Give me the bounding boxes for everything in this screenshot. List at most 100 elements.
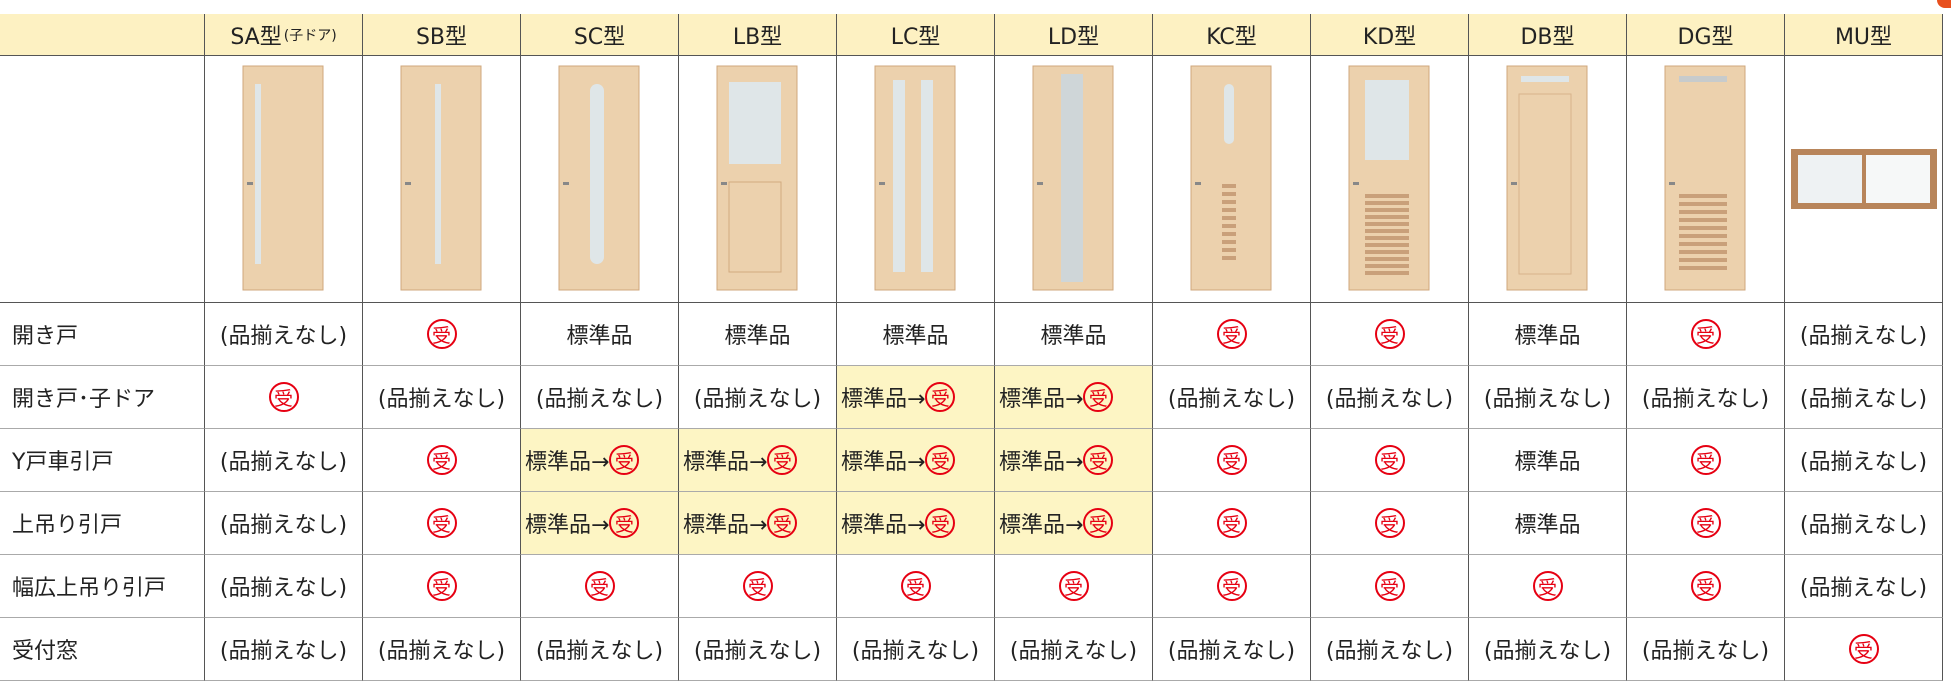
- row-label: Y戸車引戸: [0, 429, 205, 492]
- door-image-cell: [205, 56, 363, 303]
- table-cell: 受: [679, 555, 837, 618]
- cell-text: 標準品: [1514, 513, 1581, 538]
- door-image-cell: [995, 56, 1153, 303]
- cell-text: 標準品: [882, 324, 949, 349]
- table-cell: 受: [1153, 492, 1311, 555]
- table-cell: 標準品→ 受: [679, 429, 837, 492]
- door-image-cell: [1311, 56, 1469, 303]
- order-badge: 受: [1083, 382, 1114, 412]
- cell-text: (品揃えなし): [1799, 450, 1928, 475]
- table-cell: (品揃えなし): [1153, 366, 1311, 429]
- table-cell: 受: [1627, 555, 1785, 618]
- cell-text: (品揃えなし): [1799, 576, 1928, 601]
- door-illustration: [1790, 149, 1937, 209]
- row-label: 上吊り引戸: [0, 492, 205, 555]
- order-badge: 受: [426, 571, 457, 601]
- cell-text: (品揃えなし): [1483, 639, 1612, 664]
- order-badge: 受: [1690, 319, 1721, 349]
- table-cell: (品揃えなし): [363, 618, 521, 681]
- table-cell: 受: [1153, 555, 1311, 618]
- cell-text: (品揃えなし): [693, 639, 822, 664]
- door-illustration: [716, 65, 797, 291]
- column-header: LC型: [837, 14, 995, 56]
- table-cell: 受: [363, 492, 521, 555]
- table-cell: (品揃えなし): [1785, 555, 1943, 618]
- cell-text: (品揃えなし): [1641, 639, 1770, 664]
- table-cell: 標準品: [679, 303, 837, 366]
- order-badge: 受: [925, 445, 956, 475]
- cell-text: 標準品→: [841, 450, 926, 475]
- table-cell: 受: [1311, 429, 1469, 492]
- order-badge: 受: [742, 571, 773, 601]
- table-cell: 標準品: [1469, 492, 1627, 555]
- order-badge: 受: [1083, 508, 1114, 538]
- door-illustration: [1348, 65, 1429, 291]
- table-cell: 標準品→ 受: [995, 492, 1153, 555]
- table-cell: (品揃えなし): [1627, 366, 1785, 429]
- cell-text: (品揃えなし): [1799, 324, 1928, 349]
- cell-text: (品揃えなし): [1325, 639, 1454, 664]
- table-cell: (品揃えなし): [1785, 492, 1943, 555]
- table-cell: 標準品: [1469, 303, 1627, 366]
- table-cell: (品揃えなし): [995, 618, 1153, 681]
- order-badge: 受: [609, 445, 640, 475]
- column-name: MU型: [1834, 24, 1893, 50]
- door-image-cell: [521, 56, 679, 303]
- column-name: LB型: [732, 24, 783, 50]
- order-badge: 受: [1848, 634, 1879, 664]
- order-badge: 受: [767, 508, 798, 538]
- order-badge: 受: [1216, 445, 1247, 475]
- table-cell: (品揃えなし): [205, 303, 363, 366]
- cell-text: 標準品: [1514, 324, 1581, 349]
- door-illustration: [1506, 65, 1587, 291]
- order-badge: 受: [1216, 571, 1247, 601]
- table-cell: 受: [1627, 303, 1785, 366]
- cell-text: (品揃えなし): [219, 576, 348, 601]
- column-note: (子ドア): [283, 27, 337, 44]
- column-header: SC型: [521, 14, 679, 56]
- order-badge: 受: [268, 382, 299, 412]
- order-badge: 受: [1374, 445, 1405, 475]
- column-header: SB型: [363, 14, 521, 56]
- table-cell: (品揃えなし): [1311, 618, 1469, 681]
- cell-text: (品揃えなし): [377, 387, 506, 412]
- column-name: DB型: [1520, 24, 1575, 50]
- table-cell: 標準品→ 受: [995, 366, 1153, 429]
- cell-text: 標準品: [566, 324, 633, 349]
- cell-text: (品揃えなし): [1799, 387, 1928, 412]
- cell-text: (品揃えなし): [1799, 513, 1928, 538]
- table-cell: 受: [1785, 618, 1943, 681]
- table-cell: (品揃えなし): [363, 366, 521, 429]
- table-cell: 標準品: [521, 303, 679, 366]
- table-cell: (品揃えなし): [205, 429, 363, 492]
- cell-text: 標準品→: [999, 450, 1084, 475]
- table-cell: 標準品: [1469, 429, 1627, 492]
- cell-text: (品揃えなし): [535, 387, 664, 412]
- cell-text: (品揃えなし): [1167, 387, 1296, 412]
- order-badge: 受: [1058, 571, 1089, 601]
- order-badge: 受: [925, 382, 956, 412]
- column-header: DB型: [1469, 14, 1627, 56]
- table-cell: 標準品→ 受: [995, 429, 1153, 492]
- cell-text: 標準品→: [525, 513, 610, 538]
- order-badge: 受: [1083, 445, 1114, 475]
- order-badge: 受: [426, 508, 457, 538]
- table-cell: (品揃えなし): [1785, 429, 1943, 492]
- table-cell: 受: [1311, 303, 1469, 366]
- cell-text: 標準品→: [999, 387, 1084, 412]
- order-badge: 受: [1374, 571, 1405, 601]
- table-cell: 標準品→ 受: [837, 429, 995, 492]
- cell-text: (品揃えなし): [851, 639, 980, 664]
- table-cell: (品揃えなし): [205, 555, 363, 618]
- table-cell: 受: [1153, 303, 1311, 366]
- table-cell: 受: [1153, 429, 1311, 492]
- row-label: 開き戸･子ドア: [0, 366, 205, 429]
- cell-text: (品揃えなし): [219, 450, 348, 475]
- column-name: LC型: [890, 24, 941, 50]
- table-cell: 受: [1627, 429, 1785, 492]
- table-cell: 受: [363, 429, 521, 492]
- door-image-cell: [1153, 56, 1311, 303]
- table-cell: (品揃えなし): [679, 366, 837, 429]
- column-header: DG型: [1627, 14, 1785, 56]
